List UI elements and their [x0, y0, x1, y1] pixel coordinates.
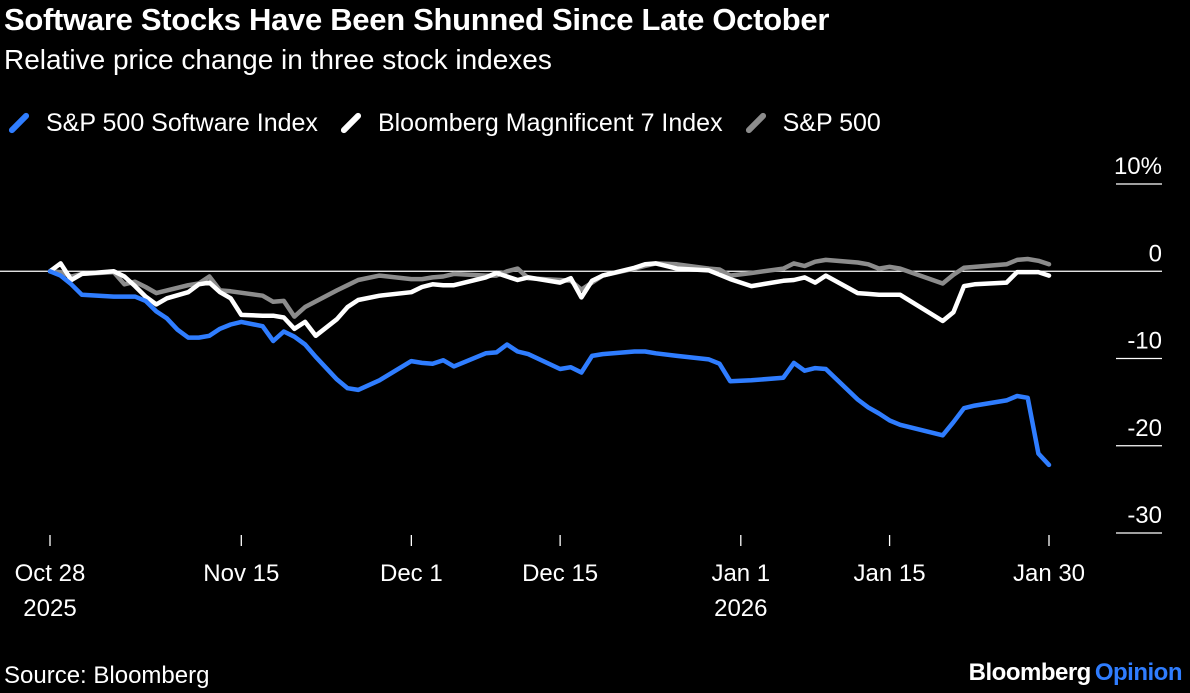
- chart-subtitle: Relative price change in three stock ind…: [4, 44, 552, 75]
- x-tick-label: Nov 15: [203, 560, 279, 587]
- legend: S&P 500 Software Index Bloomberg Magnifi…: [6, 106, 901, 140]
- y-tick-label: -10: [1127, 328, 1162, 355]
- x-tick-label: 2026: [714, 595, 767, 622]
- x-tick-label: Jan 30: [1013, 560, 1085, 587]
- legend-label-mag7: Bloomberg Magnificent 7 Index: [377, 108, 723, 137]
- x-tick-label: Jan 1: [711, 560, 770, 587]
- legend-item-software: S&P 500 Software Index: [6, 109, 318, 138]
- legend-label-sp500: S&P 500: [782, 108, 881, 137]
- source-note: Source: Bloomberg: [4, 662, 210, 689]
- chart-title: Software Stocks Have Been Shunned Since …: [4, 2, 830, 37]
- x-tick-label: Dec 1: [380, 560, 443, 587]
- legend-item-sp500: S&P 500: [743, 109, 881, 138]
- series-line-sp500: [47, 256, 1052, 319]
- brand-logo: Bloomberg Opinion: [968, 659, 1183, 687]
- series-line-mag7: [47, 261, 1052, 339]
- legend-item-mag7: Bloomberg Magnificent 7 Index: [338, 109, 723, 138]
- x-tick-label: Jan 15: [854, 560, 926, 587]
- brand-name: Bloomberg: [968, 659, 1092, 686]
- x-tick-label: Oct 28: [15, 560, 86, 587]
- y-tick-label: -30: [1127, 502, 1162, 529]
- x-tick-label: 2025: [23, 595, 76, 622]
- x-tick-label: Dec 15: [522, 560, 598, 587]
- y-tick-label: 0: [1149, 240, 1162, 267]
- brand-accent: Opinion: [1094, 659, 1183, 686]
- y-tick-label: 10%: [1114, 153, 1162, 180]
- y-tick-label: -20: [1127, 415, 1162, 442]
- legend-label-software: S&P 500 Software Index: [46, 108, 318, 137]
- series-line-software: [47, 269, 1052, 468]
